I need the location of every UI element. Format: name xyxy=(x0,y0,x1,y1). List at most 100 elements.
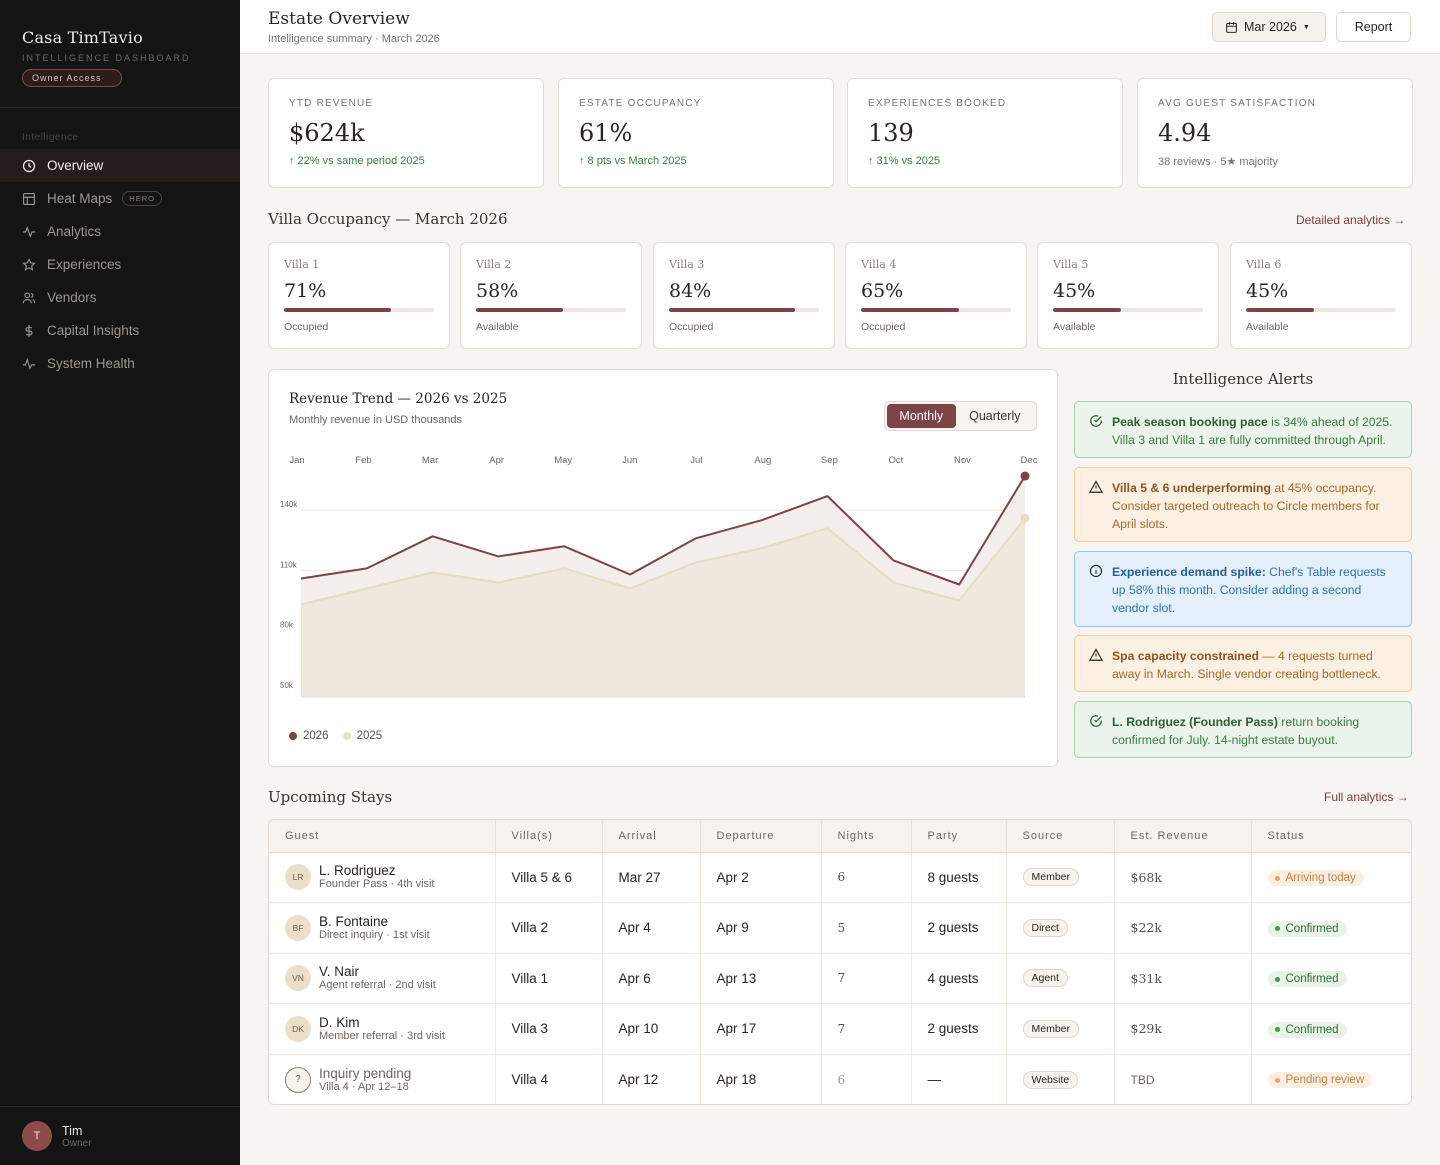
nights-cell: 7 xyxy=(821,1003,912,1055)
table-row[interactable]: LR L. Rodriguez Founder Pass · 4th visit … xyxy=(269,852,1411,903)
alert-card[interactable]: Experience demand spike: Chef's Table re… xyxy=(1074,551,1412,627)
nights-cell: 6 xyxy=(821,852,912,903)
quarterly-toggle-button[interactable]: Quarterly xyxy=(969,409,1021,423)
revenue-cell: $29k xyxy=(1114,1003,1252,1055)
table-row[interactable]: DK D. Kim Member referral · 3rd visit Vil… xyxy=(269,1003,1411,1055)
departure-cell: Apr 9 xyxy=(700,902,822,954)
kpi-value: 139 xyxy=(868,119,914,147)
date-picker-button[interactable]: Mar 2026 ▼ xyxy=(1212,12,1326,42)
status-cell: Arriving today xyxy=(1251,852,1411,903)
party-cell: — xyxy=(911,1054,1007,1104)
villa-cell: Villa 4 xyxy=(495,1054,603,1104)
area-2025 xyxy=(301,518,1025,697)
revenue-cell: $68k xyxy=(1114,852,1252,903)
full-analytics-link[interactable]: Full analytics → xyxy=(1324,790,1409,804)
kpi-value: 61% xyxy=(579,119,633,147)
sidebar-item-label: Vendors xyxy=(47,290,97,305)
table-row[interactable]: BF B. Fontaine Direct inquiry · 1st visit… xyxy=(269,902,1411,954)
villa-cell: Villa 5 & 6 xyxy=(495,852,603,903)
nav-section-label: Intelligence xyxy=(22,132,79,143)
villa-occupancy-bar xyxy=(1246,308,1396,312)
source-cell: Website xyxy=(1006,1054,1115,1104)
column-header[interactable]: Status xyxy=(1251,820,1411,853)
stays-section-title: Upcoming Stays xyxy=(268,788,393,806)
column-header[interactable]: Est. Revenue xyxy=(1114,820,1252,853)
column-header[interactable]: Source xyxy=(1006,820,1115,853)
sidebar-item-experiences[interactable]: Experiences xyxy=(0,248,240,281)
alert-card[interactable]: Villa 5 & 6 underperforming at 45% occup… xyxy=(1074,467,1412,542)
star-icon xyxy=(22,257,36,272)
villa-status: Available xyxy=(1053,321,1096,333)
villa-card-6[interactable]: Villa 6 45% Available xyxy=(1230,242,1412,349)
column-header[interactable]: Departure xyxy=(700,820,822,853)
guest-name: B. Fontaine xyxy=(319,913,389,929)
x-tick-label: Jun xyxy=(622,455,637,466)
table-row[interactable]: ? Inquiry pending Villa 4 · Apr 12–18 Vil… xyxy=(269,1054,1411,1104)
sidebar-item-label: Capital Insights xyxy=(47,323,140,338)
villa-cell: Villa 2 xyxy=(495,902,603,954)
source-badge: Website xyxy=(1022,1070,1079,1089)
villa-bar-fill xyxy=(1053,308,1121,312)
series-line-2026 xyxy=(300,475,1026,586)
check-circle-icon xyxy=(1090,715,1102,727)
column-header[interactable]: Villa(s) xyxy=(495,820,603,853)
villa-card-3[interactable]: Villa 3 84% Occupied xyxy=(653,242,835,349)
status-badge: Confirmed xyxy=(1267,920,1347,937)
column-header[interactable]: Party xyxy=(911,820,1007,853)
alert-card[interactable]: Spa capacity constrained — 4 requests tu… xyxy=(1074,635,1412,692)
detailed-analytics-link[interactable]: Detailed analytics → xyxy=(1296,213,1406,227)
sidebar-item-heat-maps[interactable]: Heat Maps HERO xyxy=(0,182,240,215)
guest-cell: ? Inquiry pending Villa 4 · Apr 12–18 xyxy=(269,1054,496,1104)
status-cell: Pending review xyxy=(1251,1054,1411,1104)
alert-card[interactable]: L. Rodriguez (Founder Pass) return booki… xyxy=(1074,701,1412,758)
report-button[interactable]: Report xyxy=(1336,12,1411,42)
column-header[interactable]: Nights xyxy=(821,820,912,853)
revenue-chart-card: Jan Feb Mar Apr May Jun Jul Aug Sep Oct Nov Dec 50k 8… xyxy=(268,369,1058,767)
alert-text: is 34% ahead of 2025. Villa 3 and Villa … xyxy=(1112,415,1393,447)
sidebar-item-label: Analytics xyxy=(47,224,102,239)
x-tick-label: Feb xyxy=(355,455,371,466)
top-header: Estate Overview Intelligence summary · M… xyxy=(240,0,1440,54)
guest-name: D. Kim xyxy=(319,1014,360,1030)
dollar-icon xyxy=(22,324,36,338)
brand-name: Casa TimTavio xyxy=(22,28,143,47)
kpi-note: 38 reviews · 5★ majority xyxy=(1158,156,1278,168)
villa-status: Available xyxy=(476,321,519,333)
hero-badge: HERO xyxy=(122,191,162,206)
villa-occupancy-value: 58% xyxy=(476,280,519,302)
calendar-icon xyxy=(1226,21,1237,33)
guest-name: Inquiry pending xyxy=(319,1065,412,1081)
departure-cell: Apr 2 xyxy=(700,852,822,903)
arrival-cell: Apr 6 xyxy=(602,953,701,1004)
villa-card-5[interactable]: Villa 5 45% Available xyxy=(1037,242,1219,349)
revenue-cell: $22k xyxy=(1114,902,1252,954)
villa-card-1[interactable]: Villa 1 71% Occupied xyxy=(268,242,450,349)
column-header[interactable]: Guest xyxy=(269,820,496,853)
series-line-2025 xyxy=(300,517,1026,606)
sidebar-item-overview[interactable]: Overview xyxy=(0,149,240,182)
alert-card[interactable]: Peak season booking pace is 34% ahead of… xyxy=(1074,401,1412,458)
legend-item-2025: 2025 xyxy=(342,730,382,742)
column-header[interactable]: Arrival xyxy=(602,820,701,853)
alert-heading: Spa capacity constrained xyxy=(1112,649,1259,663)
pulse-icon xyxy=(22,225,36,239)
sidebar-item-system-health[interactable]: System Health xyxy=(0,347,240,380)
villa-occupancy-value: 65% xyxy=(861,280,904,302)
status-label: Confirmed xyxy=(1285,973,1339,985)
villa-occupancy-value: 45% xyxy=(1246,280,1289,302)
kpi-label: Avg Guest Satisfaction xyxy=(1158,98,1317,109)
sidebar-item-capital-insights[interactable]: Capital Insights xyxy=(0,314,240,347)
status-label: Pending review xyxy=(1285,1074,1365,1087)
chart-subtitle: Monthly revenue in USD thousands xyxy=(289,414,463,426)
table-row[interactable]: VN V. Nair Agent referral · 2nd visit Vil… xyxy=(269,953,1411,1004)
sidebar-item-analytics[interactable]: Analytics xyxy=(0,215,240,248)
arrival-cell: Apr 10 xyxy=(602,1003,701,1055)
user-profile[interactable]: T Tim Owner xyxy=(0,1106,240,1165)
monthly-toggle-button[interactable]: Monthly xyxy=(887,404,956,428)
alert-heading: L. Rodriguez (Founder Pass) xyxy=(1112,715,1278,729)
sidebar-item-vendors[interactable]: Vendors xyxy=(0,281,240,314)
alert-heading: Experience demand spike: xyxy=(1112,565,1266,579)
villa-card-4[interactable]: Villa 4 65% Occupied xyxy=(845,242,1027,349)
villa-card-2[interactable]: Villa 2 58% Available xyxy=(460,242,642,349)
party-cell: 4 guests xyxy=(911,953,1007,1004)
